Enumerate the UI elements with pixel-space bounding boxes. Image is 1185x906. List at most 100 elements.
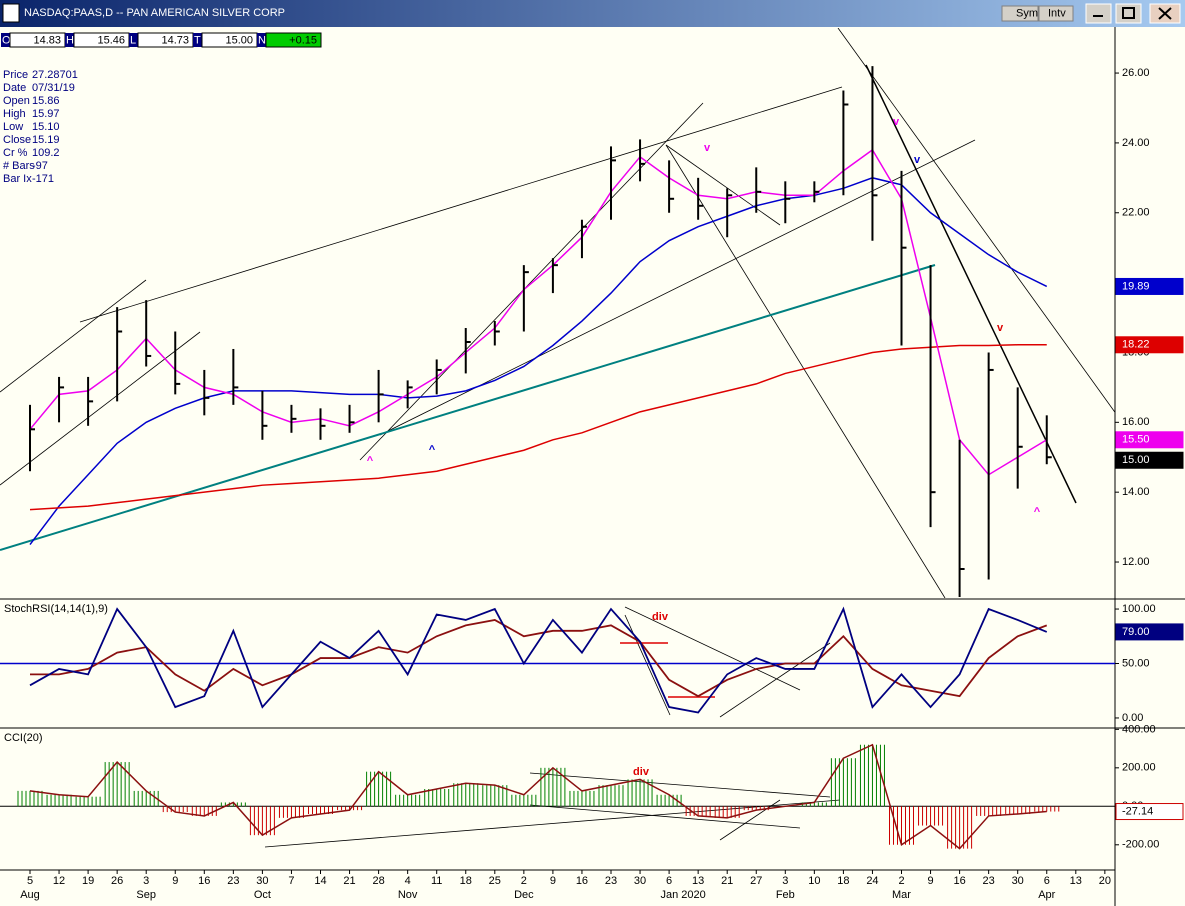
- x-tick-label: 2: [521, 875, 527, 887]
- x-tick-label: 21: [343, 875, 355, 887]
- info-key: Low: [3, 121, 23, 133]
- x-tick-label: 2: [898, 875, 904, 887]
- minimize-button[interactable]: [1085, 3, 1112, 24]
- info-value: 07/31/19: [32, 82, 75, 94]
- x-tick-label: 9: [172, 875, 178, 887]
- price-panel: [29, 66, 1052, 597]
- support-line: [0, 264, 936, 551]
- x-tick-label: 11: [431, 875, 442, 887]
- x-tick-label: 9: [927, 875, 933, 887]
- stoch-trendlines: [620, 606, 831, 718]
- moving-average: [29, 177, 1048, 546]
- info-value: 15.97: [32, 108, 60, 120]
- quote-value: 15.00: [225, 34, 253, 46]
- maximize-icon: [1122, 7, 1135, 19]
- last-value-label: 19.89: [1122, 280, 1150, 292]
- quote-key: T: [194, 34, 201, 46]
- x-tick-label: 3: [143, 875, 149, 887]
- x-tick-label: 3: [782, 875, 788, 887]
- month-label: Apr: [1038, 889, 1055, 901]
- y-tick-label: 400.00: [1122, 723, 1156, 735]
- x-tick-label: 27: [750, 875, 762, 887]
- app-icon: [2, 3, 20, 23]
- last-value-label-box: [1115, 623, 1184, 641]
- x-tick-label: 16: [953, 875, 965, 887]
- info-key: Cr %: [3, 147, 28, 159]
- last-value-label: 15.50: [1122, 434, 1150, 446]
- info-value: -97: [32, 160, 48, 172]
- y-tick-label: 0.00: [1122, 712, 1143, 724]
- x-tick-label: 12: [53, 875, 65, 887]
- info-key: Close: [3, 134, 31, 146]
- y-tick-label: 16.00: [1122, 416, 1150, 428]
- sym-button[interactable]: [1001, 5, 1039, 22]
- trendlines: [0, 28, 1115, 598]
- x-tick-label: 20: [1099, 875, 1111, 887]
- quote-key: O: [2, 34, 11, 46]
- stochrsi-panel: [0, 606, 1115, 714]
- info-key: # Bars: [3, 160, 35, 172]
- x-tick-label: 23: [227, 875, 239, 887]
- info-key: Bar Ix: [3, 173, 32, 185]
- y-tick-label: 24.00: [1122, 137, 1150, 149]
- x-tick-label: 30: [1012, 875, 1024, 887]
- maximize-button[interactable]: [1115, 3, 1142, 24]
- panel-title: CCI(20): [4, 732, 43, 744]
- x-tick-label: 19: [82, 875, 94, 887]
- quote-bar: O 14.83 H 15.46 L 14.73 T 15.00 N +0.15: [1, 32, 322, 48]
- last-value-label: 18.22: [1122, 339, 1150, 351]
- cci-line: [29, 743, 1047, 850]
- intv-button[interactable]: [1038, 5, 1074, 22]
- x-tick-label: 23: [983, 875, 995, 887]
- x-tick-label: 13: [1070, 875, 1082, 887]
- annotation: ^: [367, 455, 374, 467]
- intv-label[interactable]: Intv: [1048, 7, 1066, 19]
- x-tick-label: 6: [666, 875, 672, 887]
- x-tick-label: 26: [111, 875, 123, 887]
- annotation: v: [893, 116, 900, 128]
- quote-value: 14.73: [161, 34, 189, 46]
- x-tick-label: 23: [605, 875, 617, 887]
- last-close-label-box: [1115, 451, 1184, 469]
- x-tick-label: 30: [634, 875, 646, 887]
- quote-key-box: [193, 33, 202, 47]
- month-label: Jan 2020: [660, 889, 705, 901]
- quote-key: L: [130, 34, 136, 46]
- info-value: 15.86: [32, 95, 60, 107]
- info-value: -171: [32, 173, 54, 185]
- annotation: ^: [429, 444, 436, 456]
- x-tick-label: 5: [27, 875, 33, 887]
- last-value-label-box: [1115, 336, 1184, 354]
- x-tick-label: 28: [372, 875, 384, 887]
- annotation: v: [997, 322, 1004, 334]
- last-close-label: 15.00: [1122, 454, 1150, 466]
- last-value-label: 79.00: [1122, 626, 1150, 638]
- y-tick-label: 50.00: [1122, 657, 1150, 669]
- x-tick-label: 16: [198, 875, 210, 887]
- last-value-label-box: [1115, 277, 1184, 295]
- quote-key-box: [257, 33, 266, 47]
- month-label: Aug: [20, 889, 40, 901]
- moving-average: [29, 148, 1048, 476]
- annotation: ^: [1034, 506, 1041, 518]
- panel-title: StochRSI(14,14(1),9): [4, 603, 108, 615]
- annotation: v: [914, 154, 921, 166]
- info-key: Price: [3, 69, 28, 81]
- y-tick-label: 200.00: [1122, 762, 1156, 774]
- window-title: NASDAQ:PAAS,D -- PAN AMERICAN SILVER COR…: [24, 7, 285, 19]
- last-value-label: -27.14: [1122, 805, 1153, 817]
- title-bar: [0, 0, 1185, 27]
- x-tick-label: 14: [314, 875, 326, 887]
- sym-label[interactable]: Sym: [1016, 7, 1038, 19]
- x-tick-label: 30: [256, 875, 268, 887]
- x-tick-label: 24: [866, 875, 878, 887]
- last-value-label-box: [1115, 803, 1184, 821]
- annotation: div: [633, 766, 650, 778]
- y-tick-label: 14.00: [1122, 486, 1150, 498]
- moving-average: [29, 344, 1047, 511]
